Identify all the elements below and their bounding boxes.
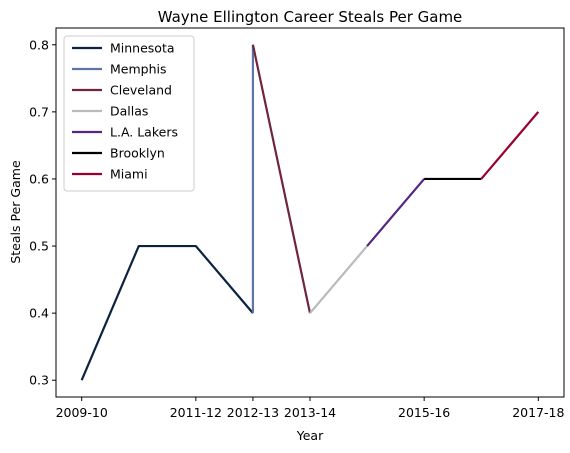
- y-tick-label: 0.3: [29, 373, 49, 388]
- legend-label: Miami: [110, 167, 148, 182]
- legend: Minnesota Memphis Cleveland Dallas L.A. Lake…: [63, 35, 195, 192]
- y-tick-label: 0.5: [29, 239, 49, 254]
- legend-label: Memphis: [110, 62, 167, 77]
- y-tick-label: 0.6: [29, 171, 49, 186]
- x-tick-label: 2011-12: [170, 405, 222, 420]
- x-tick-label: 2015-16: [398, 405, 450, 420]
- plot-lines: [80, 44, 540, 381]
- legend-label: L.A. Lakers: [110, 125, 178, 140]
- chart-title: Wayne Ellington Career Steals Per Game: [158, 8, 463, 26]
- series-line-3: [309, 245, 368, 314]
- y-tick-label: 0.8: [29, 37, 49, 52]
- y-axis-ticks: 0.3 0.4 0.5 0.6 0.7 0.8: [29, 37, 56, 388]
- x-tick-label: 2017-18: [512, 405, 564, 420]
- legend-label: Cleveland: [110, 83, 172, 98]
- legend-label: Minnesota: [110, 41, 175, 56]
- series-line-2: [251, 44, 312, 314]
- y-tick-label: 0.7: [29, 104, 49, 119]
- x-tick-label: 2009-10: [56, 405, 108, 420]
- series-line-4: [366, 178, 425, 247]
- x-tick-label: 2013-14: [284, 405, 336, 420]
- x-tick-label: 2012-13: [227, 405, 279, 420]
- y-axis-label: Steals Per Game: [8, 160, 23, 264]
- x-axis-label: Year: [296, 428, 324, 443]
- legend-label: Brooklyn: [110, 146, 165, 161]
- y-tick-label: 0.4: [29, 306, 49, 321]
- series-line-0: [80, 244, 254, 381]
- legend-label: Dallas: [110, 104, 148, 119]
- series-line-6: [480, 111, 540, 180]
- x-axis-ticks: 2009-10 2011-12 2012-13 2013-14 2015-16 2017-…: [56, 397, 564, 420]
